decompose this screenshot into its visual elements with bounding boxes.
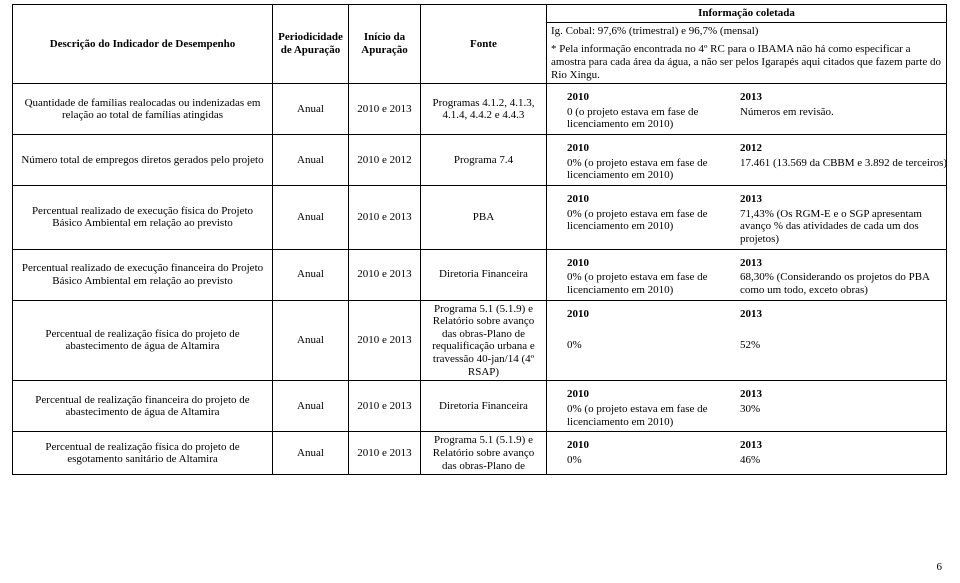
info-inner: 2010 2013 0% (o projeto estava em fase d… [563,192,954,247]
th-desc: Descrição do Indicador de Desempenho [13,5,273,84]
cell-inicio: 2010 e 2013 [349,249,421,300]
info-top-text: Ig. Cobal: 97,6% (trimestral) e 96,7% (m… [551,25,942,38]
th-period: Periodicidade de Apuração [273,5,349,84]
cell-fonte: Programa 7.4 [421,135,547,186]
cell-inicio: 2010 e 2013 [349,300,421,381]
cell-inicio: 2010 e 2013 [349,186,421,250]
year-right: 2013 [736,90,954,105]
year-left: 2010 [563,438,736,453]
table-row: Percentual de realização física do proje… [13,300,947,381]
val-right: 68,30% (Considerando os projetos do PBA … [736,270,954,297]
cell-inicio: 2010 e 2013 [349,381,421,432]
val-right: 46% [736,453,954,468]
cell-desc: Percentual de realização física do proje… [13,300,273,381]
info-inner: 2010 2013 0% (o projeto estava em fase d… [563,256,954,298]
cell-period: Anual [273,249,349,300]
cell-fonte: Programa 5.1 (5.1.9) e Relatório sobre a… [421,300,547,381]
year-left: 2010 [563,90,736,105]
cell-info: 2010 2013 0% 52% [547,300,947,381]
table-row: Percentual realizado de execução física … [13,186,947,250]
info-inner: 2010 2012 0% (o projeto estava em fase d… [563,141,954,183]
info-inner: 2010 2013 0% (o projeto estava em fase d… [563,387,954,429]
year-left: 2010 [563,307,736,322]
val-left: 0 (o projeto estava em fase de licenciam… [563,105,736,132]
cell-desc: Percentual realizado de execução física … [13,186,273,250]
year-left: 2010 [563,387,736,402]
val-right: 17.461 (13.569 da CBBM e 3.892 de tercei… [736,156,954,183]
table-row: Percentual de realização física do proje… [13,432,947,475]
cell-fonte: Diretoria Financeira [421,249,547,300]
cell-info: 2010 2013 0% (o projeto estava em fase d… [547,249,947,300]
th-info: Informação coletada [547,5,947,23]
cell-context-info: Ig. Cobal: 97,6% (trimestral) e 96,7% (m… [547,22,947,84]
cell-inicio: 2010 e 2013 [349,432,421,475]
cell-info: 2010 2013 0% (o projeto estava em fase d… [547,381,947,432]
year-right: 2013 [736,438,954,453]
val-right: 71,43% (Os RGM-E e o SGP apresentam avan… [736,207,954,247]
cell-period: Anual [273,135,349,186]
cell-fonte: PBA [421,186,547,250]
year-right: 2013 [736,387,954,402]
page-number: 6 [937,561,943,573]
val-left: 0% (o projeto estava em fase de licencia… [563,207,736,247]
cell-desc: Percentual realizado de execução finance… [13,249,273,300]
cell-desc: Percentual de realização física do proje… [13,432,273,475]
info-inner: 2010 2013 0 (o projeto estava em fase de… [563,90,954,132]
cell-fonte: Diretoria Financeira [421,381,547,432]
info-inner: 2010 2013 0% 46% [563,438,954,467]
th-inicio: Início da Apuração [349,5,421,84]
table-row: Número total de empregos diretos gerados… [13,135,947,186]
indicator-table: Descrição do Indicador de Desempenho Per… [12,4,947,475]
cell-inicio: 2010 e 2012 [349,135,421,186]
cell-period: Anual [273,381,349,432]
val-left: 0% (o projeto estava em fase de licencia… [563,270,736,297]
year-right: 2013 [736,307,954,322]
cell-period: Anual [273,300,349,381]
info-inner: 2010 2013 0% 52% [563,307,954,353]
cell-fonte: Programas 4.1.2, 4.1.3, 4.1.4, 4.4.2 e 4… [421,84,547,135]
year-right: 2013 [736,256,954,271]
table-row: Quantidade de famílias realocadas ou ind… [13,84,947,135]
val-right: Números em revisão. [736,105,954,132]
cell-period: Anual [273,432,349,475]
year-right: 2012 [736,141,954,156]
table-row: Percentual realizado de execução finance… [13,249,947,300]
cell-info: 2010 2013 0 (o projeto estava em fase de… [547,84,947,135]
cell-info: 2010 2013 0% (o projeto estava em fase d… [547,186,947,250]
cell-desc: Percentual de realização financeira do p… [13,381,273,432]
year-left: 2010 [563,192,736,207]
cell-desc: Quantidade de famílias realocadas ou ind… [13,84,273,135]
year-right: 2013 [736,192,954,207]
cell-fonte: Programa 5.1 (5.1.9) e Relatório sobre a… [421,432,547,475]
header-row: Descrição do Indicador de Desempenho Per… [13,5,947,23]
cell-period: Anual [273,186,349,250]
table-row: Percentual de realização financeira do p… [13,381,947,432]
info-note-text: * Pela informação encontrada no 4º RC pa… [551,43,942,81]
val-left: 0% [563,321,736,353]
th-fonte: Fonte [421,5,547,84]
val-left: 0% (o projeto estava em fase de licencia… [563,156,736,183]
cell-info: 2010 2012 0% (o projeto estava em fase d… [547,135,947,186]
cell-desc: Número total de empregos diretos gerados… [13,135,273,186]
val-right: 52% [736,321,954,353]
year-left: 2010 [563,256,736,271]
val-left: 0% [563,453,736,468]
val-right: 30% [736,402,954,429]
cell-period: Anual [273,84,349,135]
cell-info: 2010 2013 0% 46% [547,432,947,475]
val-left: 0% (o projeto estava em fase de licencia… [563,402,736,429]
cell-inicio: 2010 e 2013 [349,84,421,135]
year-left: 2010 [563,141,736,156]
